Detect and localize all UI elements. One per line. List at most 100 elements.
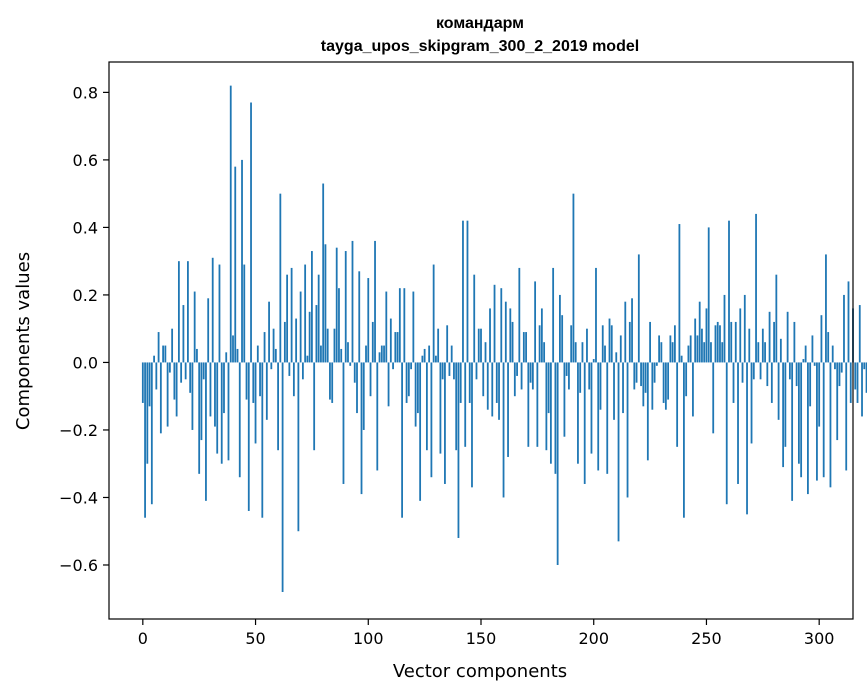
bar — [378, 352, 381, 363]
bar — [313, 362, 316, 451]
bar — [667, 362, 670, 400]
bar — [331, 362, 334, 403]
bar — [507, 362, 509, 457]
bar — [234, 166, 237, 363]
bar — [529, 362, 532, 383]
bar — [351, 240, 354, 363]
bar — [705, 308, 708, 363]
bar — [861, 362, 863, 417]
bar — [660, 342, 663, 363]
bar — [640, 362, 642, 387]
bar — [428, 345, 431, 363]
bar — [829, 362, 832, 488]
bar — [322, 183, 325, 363]
bar — [725, 362, 728, 505]
x-axis-label: Vector components — [393, 661, 567, 682]
bar — [491, 362, 494, 417]
bar — [599, 362, 602, 410]
bar — [624, 301, 627, 363]
bar — [252, 362, 255, 403]
bar — [245, 362, 248, 400]
bar — [412, 291, 415, 363]
bar — [383, 345, 385, 363]
bar — [220, 362, 223, 464]
bar — [831, 345, 834, 363]
bar — [795, 362, 798, 387]
bar — [392, 362, 394, 370]
bar — [198, 362, 201, 474]
y-tick-label: 0.4 — [73, 218, 98, 237]
bar — [148, 362, 151, 407]
bar — [171, 328, 174, 363]
bar — [525, 332, 527, 363]
bar — [353, 362, 356, 383]
bar — [843, 294, 845, 363]
bar — [628, 321, 631, 363]
bar — [380, 345, 383, 363]
bar — [410, 362, 413, 370]
bar — [854, 362, 857, 390]
bar — [788, 362, 791, 380]
bar — [484, 342, 487, 363]
bar — [202, 362, 205, 380]
bar — [642, 362, 645, 407]
bar — [329, 362, 331, 400]
bar — [360, 362, 363, 495]
bar — [227, 362, 230, 461]
bar — [268, 301, 270, 363]
bar — [315, 305, 318, 363]
bar — [441, 362, 444, 380]
bar — [669, 335, 672, 363]
bar — [728, 220, 730, 363]
bar — [155, 362, 158, 390]
bar — [283, 321, 286, 363]
bar — [784, 362, 787, 447]
bar — [827, 332, 830, 363]
bar — [574, 342, 577, 363]
bar — [626, 362, 629, 498]
bar — [209, 362, 212, 417]
bar — [786, 311, 789, 363]
bar — [358, 271, 361, 363]
bar — [347, 342, 349, 363]
bar — [324, 244, 327, 363]
bar — [631, 298, 633, 363]
bar — [288, 362, 291, 376]
bar — [565, 362, 568, 376]
bar — [662, 362, 665, 403]
bar — [818, 362, 821, 427]
bar — [597, 362, 600, 471]
bar — [229, 85, 232, 363]
bar — [531, 362, 534, 390]
bar — [755, 213, 757, 363]
bar — [232, 335, 234, 363]
bar — [270, 362, 273, 370]
bar — [297, 362, 300, 532]
bar — [482, 362, 485, 397]
bar — [752, 362, 755, 380]
bar — [764, 342, 766, 363]
bar — [649, 321, 651, 363]
bar — [606, 362, 609, 474]
bar — [800, 362, 803, 478]
bar — [813, 362, 816, 366]
bar — [822, 362, 825, 478]
x-tick-label: 100 — [353, 629, 384, 648]
bar — [655, 362, 658, 366]
bar — [586, 328, 588, 363]
bar — [200, 362, 203, 441]
bar — [592, 359, 595, 363]
bar — [326, 328, 329, 363]
bar — [671, 342, 674, 363]
x-tick-label: 50 — [245, 629, 265, 648]
bar — [320, 345, 322, 363]
bar — [457, 362, 460, 538]
bar — [834, 362, 836, 370]
bar — [730, 321, 733, 363]
bar — [180, 362, 183, 383]
bar — [583, 362, 586, 484]
bar — [295, 318, 298, 363]
bar — [141, 362, 144, 403]
bar — [750, 362, 753, 444]
bar — [793, 321, 796, 363]
